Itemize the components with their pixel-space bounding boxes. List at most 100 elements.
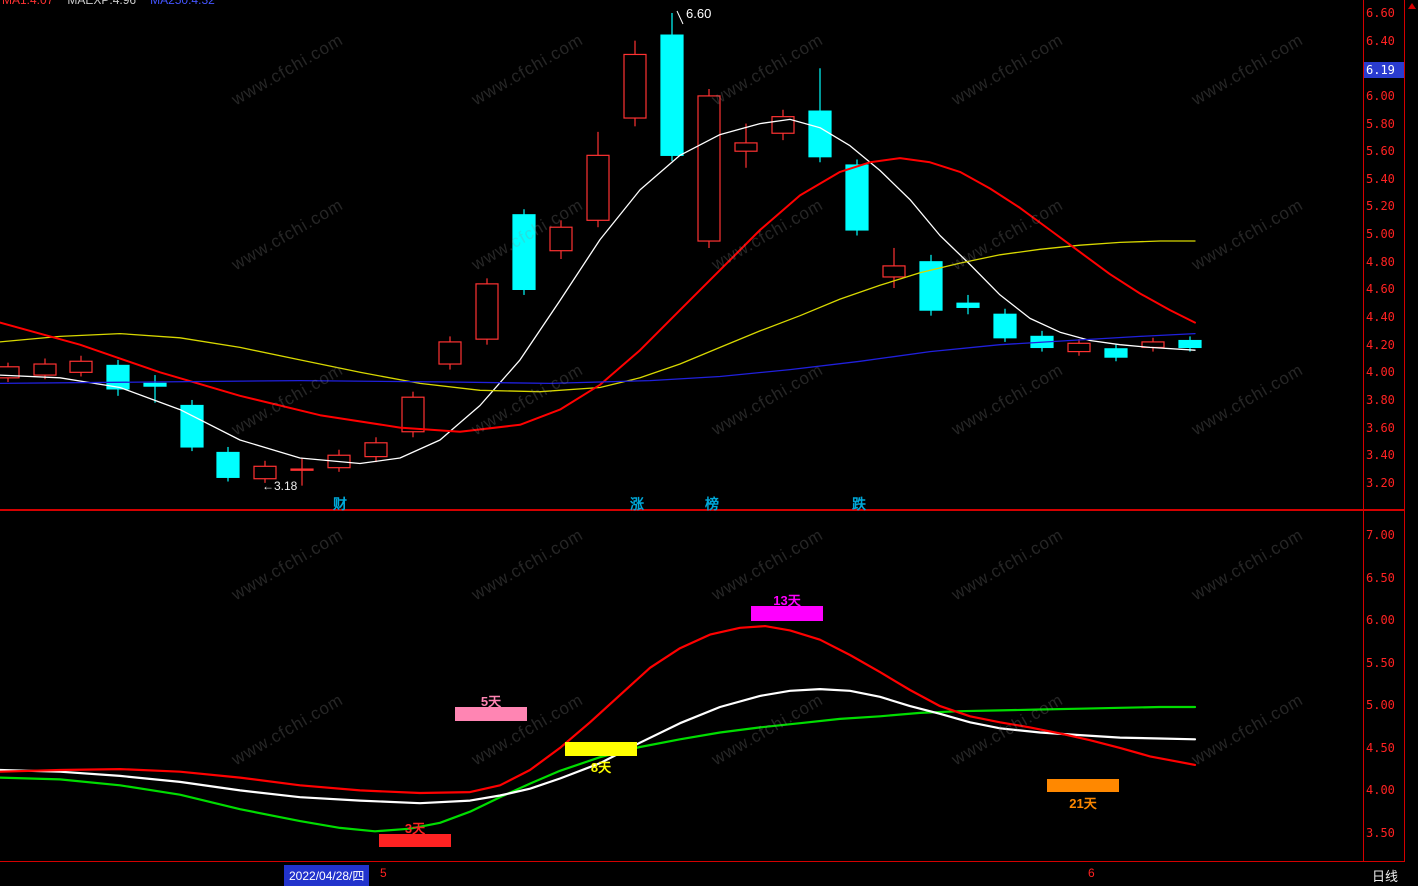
ticker-char: 跌 xyxy=(852,496,866,512)
ma-blue-line xyxy=(0,332,1196,385)
price-tick: 5.00 xyxy=(1366,227,1395,241)
candle xyxy=(438,336,462,370)
candle xyxy=(1104,344,1128,362)
candle xyxy=(956,294,980,315)
candle xyxy=(845,159,869,236)
price-tick: 3.40 xyxy=(1366,448,1395,462)
candle xyxy=(771,109,795,141)
candle xyxy=(364,437,388,463)
candle xyxy=(808,68,832,163)
candle xyxy=(660,13,684,161)
sub-price-tick: 4.50 xyxy=(1366,741,1395,755)
candle xyxy=(401,391,425,438)
statusbar-divider xyxy=(0,861,1418,862)
ma-period-box xyxy=(455,707,527,721)
news-ticker: 财涨榜跌 xyxy=(0,494,1363,512)
sub-price-tick: 4.00 xyxy=(1366,783,1395,797)
price-tick: 3.60 xyxy=(1366,421,1395,435)
candle xyxy=(1178,336,1202,352)
ma-yellow-line xyxy=(0,240,1196,393)
current-price-badge: 6.19 xyxy=(1364,62,1404,78)
price-tick: 4.40 xyxy=(1366,310,1395,324)
indicator-readout: MA1:4.07 MAEXP:4.96 MA250:4.32 xyxy=(2,0,229,7)
ma-value-3: MA250:4.32 xyxy=(150,0,215,7)
price-tick: 5.60 xyxy=(1366,144,1395,158)
candle xyxy=(106,359,130,396)
marker-mid: 6 xyxy=(1088,866,1095,880)
sub-price-tick: 5.50 xyxy=(1366,656,1395,670)
ma-period-text: 8天 xyxy=(590,760,612,775)
ma-period-text: 21天 xyxy=(1069,796,1097,811)
candle xyxy=(0,362,20,382)
price-axis: 6.19 6.60 6.40 6.00 5.80 5.60 5.40 5.20 5.00 4.8… xyxy=(1364,0,1404,862)
candle xyxy=(882,247,906,289)
candle xyxy=(919,254,943,316)
scroll-up-arrow-icon xyxy=(1408,3,1416,9)
annotation-leader-line xyxy=(676,10,684,25)
sub-chart-canvas[interactable] xyxy=(0,511,1363,862)
candle xyxy=(327,449,351,472)
high-price-annotation: 6.60 xyxy=(686,6,712,21)
ma-period-text: 3天 xyxy=(404,821,426,836)
candle xyxy=(734,123,758,168)
vertical-scrollbar[interactable] xyxy=(1405,0,1418,862)
price-tick: 4.20 xyxy=(1366,338,1395,352)
price-tick: 6.40 xyxy=(1366,34,1395,48)
price-tick: 4.80 xyxy=(1366,255,1395,269)
candle xyxy=(623,40,647,127)
ma-period-text: 5天 xyxy=(480,694,502,709)
candle xyxy=(33,358,57,380)
candle xyxy=(253,460,277,483)
candle xyxy=(993,308,1017,342)
ma-period-box xyxy=(565,742,637,756)
price-tick: 6.60 xyxy=(1366,6,1395,20)
candle xyxy=(512,209,536,295)
ma-white-line xyxy=(0,118,1196,465)
ticker-char: 财 xyxy=(333,496,347,512)
price-tick: 6.00 xyxy=(1366,89,1395,103)
price-tick: 3.20 xyxy=(1366,476,1395,490)
main-chart-canvas[interactable] xyxy=(0,0,1363,511)
ma-value-2: MAEXP:4.96 xyxy=(67,0,137,7)
price-tick: 3.80 xyxy=(1366,393,1395,407)
candle xyxy=(143,375,167,403)
candle xyxy=(586,131,610,228)
candle xyxy=(1141,337,1165,352)
candle xyxy=(290,458,314,486)
price-tick: 4.00 xyxy=(1366,365,1395,379)
sub-price-tick: 3.50 xyxy=(1366,826,1395,840)
ma-period-box xyxy=(1047,779,1119,792)
ema-white-line xyxy=(0,688,1197,805)
ticker-char: 榜 xyxy=(705,496,719,512)
candle xyxy=(475,278,499,345)
ticker-char: 涨 xyxy=(630,496,644,512)
candle xyxy=(216,446,240,482)
price-tick: 5.20 xyxy=(1366,199,1395,213)
candle xyxy=(549,220,573,259)
candle xyxy=(1067,339,1091,356)
ma-red-line xyxy=(0,157,1196,433)
ma-value-1: MA1:4.07 xyxy=(2,0,54,7)
price-tick: 5.40 xyxy=(1366,172,1395,186)
sub-price-tick: 6.00 xyxy=(1366,613,1395,627)
price-tick: 5.80 xyxy=(1366,117,1395,131)
axis-border-line xyxy=(1363,0,1364,862)
date-label: 2022/04/28/四 xyxy=(284,865,370,886)
low-price-annotation: ←3.18 xyxy=(262,479,298,493)
ma-period-box xyxy=(751,606,823,621)
ma-period-box xyxy=(379,834,451,847)
candle xyxy=(69,355,93,377)
sub-price-tick: 6.50 xyxy=(1366,571,1395,585)
panel-divider xyxy=(0,509,1405,511)
sub-price-tick: 5.00 xyxy=(1366,698,1395,712)
ma-period-text: 13天 xyxy=(773,593,801,608)
ema-red-line xyxy=(0,624,1197,795)
status-bar: 2022/04/28/四 5 6 日线 xyxy=(0,862,1418,886)
candle xyxy=(180,399,204,452)
marker-left: 5 xyxy=(380,866,387,880)
period-daily-label[interactable]: 日线 xyxy=(1372,869,1399,884)
axis-right-border-line xyxy=(1404,0,1405,862)
candle xyxy=(697,89,721,248)
sub-price-tick: 7.00 xyxy=(1366,528,1395,542)
